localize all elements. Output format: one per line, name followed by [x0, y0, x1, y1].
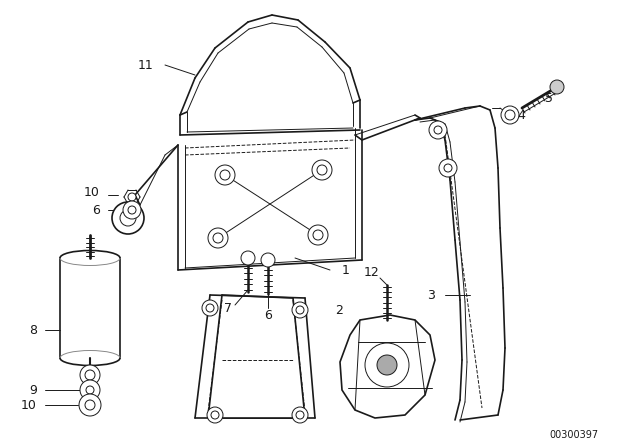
Circle shape [123, 201, 141, 219]
Circle shape [207, 407, 223, 423]
Text: 9: 9 [29, 383, 37, 396]
Text: 5: 5 [545, 91, 553, 104]
Circle shape [365, 343, 409, 387]
Circle shape [429, 121, 447, 139]
Text: 1: 1 [342, 263, 350, 276]
Circle shape [220, 170, 230, 180]
Circle shape [86, 386, 94, 394]
Circle shape [439, 159, 457, 177]
Text: 2: 2 [335, 303, 343, 316]
Text: 10: 10 [84, 185, 100, 198]
Circle shape [296, 306, 304, 314]
Circle shape [206, 304, 214, 312]
Circle shape [501, 106, 519, 124]
Circle shape [85, 370, 95, 380]
Circle shape [112, 202, 144, 234]
Circle shape [213, 233, 223, 243]
Text: 4: 4 [517, 108, 525, 121]
Circle shape [313, 230, 323, 240]
Text: 11: 11 [137, 59, 153, 72]
Text: 10: 10 [21, 399, 37, 412]
Circle shape [550, 80, 564, 94]
Text: 7: 7 [224, 302, 232, 314]
Circle shape [261, 253, 275, 267]
Text: 12: 12 [364, 266, 380, 279]
Circle shape [120, 210, 136, 226]
Text: 6: 6 [264, 309, 272, 322]
Circle shape [211, 411, 219, 419]
Circle shape [215, 165, 235, 185]
Circle shape [308, 225, 328, 245]
Circle shape [505, 110, 515, 120]
Circle shape [292, 407, 308, 423]
Circle shape [202, 300, 218, 316]
Polygon shape [340, 315, 435, 418]
Circle shape [444, 164, 452, 172]
Circle shape [241, 251, 255, 265]
Circle shape [434, 126, 442, 134]
Circle shape [296, 411, 304, 419]
Circle shape [292, 302, 308, 318]
Circle shape [85, 400, 95, 410]
Circle shape [79, 394, 101, 416]
Circle shape [208, 228, 228, 248]
Circle shape [128, 206, 136, 214]
Circle shape [317, 165, 327, 175]
Text: 6: 6 [92, 203, 100, 216]
Circle shape [312, 160, 332, 180]
Text: 00300397: 00300397 [549, 430, 598, 440]
Text: 3: 3 [427, 289, 435, 302]
Circle shape [80, 380, 100, 400]
Text: 8: 8 [29, 323, 37, 336]
Circle shape [80, 365, 100, 385]
Circle shape [377, 355, 397, 375]
Circle shape [128, 193, 136, 201]
